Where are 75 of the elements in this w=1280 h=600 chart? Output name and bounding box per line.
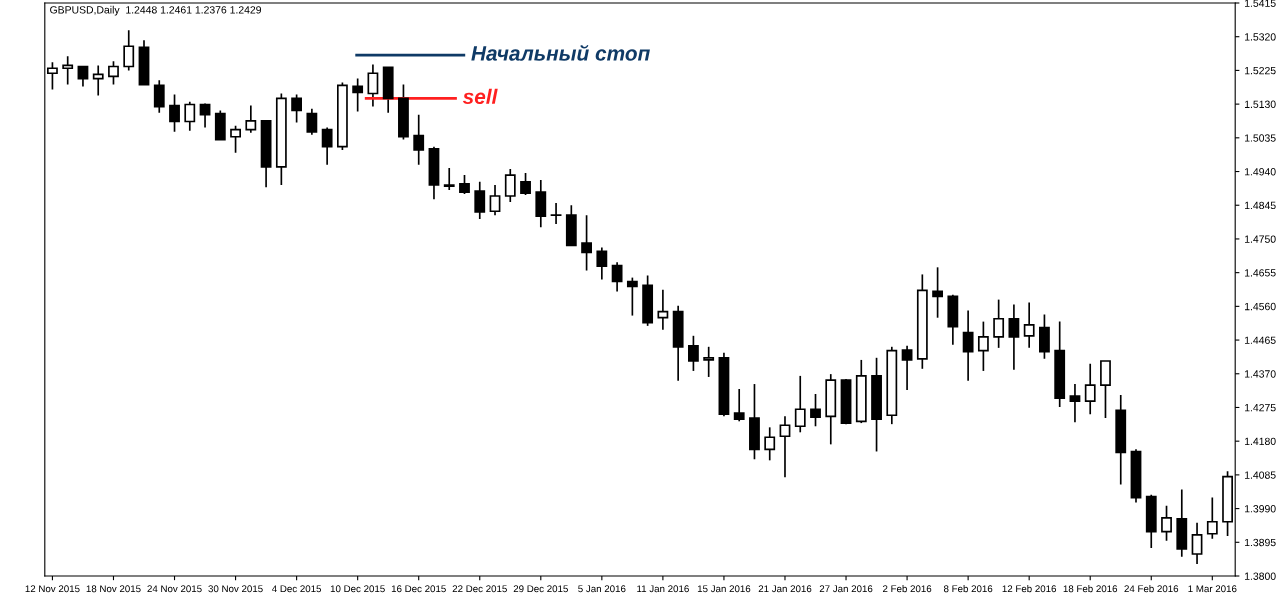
candlestick (550, 202, 562, 225)
candlestick (504, 168, 516, 203)
x-tick-label: 29 Dec 2015 (513, 585, 568, 593)
candlestick (1176, 488, 1188, 558)
x-tick-label: 18 Nov 2015 (86, 585, 141, 593)
x-tick-label: 30 Nov 2015 (208, 585, 263, 593)
candlestick (1130, 448, 1142, 504)
x-tick-label: 15 Jan 2016 (697, 585, 751, 593)
x-tick-label: 4 Dec 2015 (271, 585, 322, 593)
candlestick (779, 415, 791, 479)
y-tick-label: 1.5320 (1245, 33, 1276, 41)
candlestick (1069, 383, 1081, 424)
ref-line-label: Начальный стоп (471, 44, 650, 61)
candlestick (581, 214, 592, 272)
candlestick (1054, 320, 1066, 408)
y-tick-label: 1.4940 (1245, 168, 1276, 176)
x-tick-label: 12 Feb 2016 (1002, 585, 1057, 593)
ref-line-label: sell (462, 88, 498, 105)
candlestick (611, 261, 623, 293)
candlestick (871, 356, 882, 453)
x-tick-label: 22 Dec 2015 (452, 585, 507, 593)
candlestick (672, 304, 684, 382)
candlestick (245, 104, 257, 134)
candlestick (657, 288, 669, 331)
candlestick (794, 375, 806, 434)
y-tick-label: 1.4085 (1245, 471, 1276, 479)
candlestick (1191, 521, 1203, 565)
x-tick-label: 16 Dec 2015 (391, 585, 446, 593)
y-tick-label: 1.3990 (1245, 505, 1276, 513)
x-tick-label: 8 Feb 2016 (943, 585, 993, 593)
y-tick-label: 1.4180 (1245, 437, 1276, 446)
candlestick (199, 103, 211, 129)
y-tick-label: 1.4275 (1245, 403, 1276, 412)
candlestick (92, 64, 104, 97)
candlestick (413, 113, 425, 166)
candlestick (1023, 301, 1035, 349)
x-tick-label: 18 Feb 2016 (1063, 585, 1118, 593)
y-tick-label: 1.4845 (1245, 201, 1276, 210)
y-tick-label: 1.3800 (1245, 572, 1276, 580)
y-tick-label: 1.4465 (1245, 336, 1276, 344)
x-tick-label: 10 Dec 2015 (330, 585, 385, 593)
candlestick (764, 426, 776, 462)
candlestick (1115, 394, 1127, 486)
candlestick (535, 179, 547, 229)
x-tick-label: 27 Jan 2016 (819, 585, 873, 593)
y-tick-label: 1.3895 (1245, 538, 1276, 547)
candlestick (367, 63, 379, 108)
candlestick (474, 180, 486, 220)
candlestick (962, 309, 974, 382)
x-tick-label: 24 Nov 2015 (147, 585, 202, 593)
candlestick (1206, 496, 1218, 540)
x-tick-label: 12 Nov 2015 (25, 585, 80, 593)
x-tick-label: 21 Jan 2016 (758, 585, 812, 593)
y-tick-label: 1.5130 (1245, 100, 1276, 108)
candlestick (1084, 362, 1096, 416)
candlestick (596, 246, 608, 281)
x-tick-label: 5 Jan 2016 (578, 585, 626, 593)
y-tick-label: 1.4750 (1245, 235, 1276, 243)
candlestick (62, 55, 74, 86)
x-tick-label: 1 Mar 2016 (1188, 585, 1237, 593)
candlestick (1008, 303, 1020, 371)
annotation: GBPUSD,Daily 1.2448 1.2461 1.2376 1.2429 (50, 5, 262, 16)
x-tick-label: 2 Feb 2016 (882, 585, 932, 593)
candlestick (703, 345, 715, 378)
y-tick-label: 1.4370 (1245, 370, 1276, 378)
candlestick (153, 79, 165, 114)
y-tick-label: 1.5225 (1245, 66, 1276, 75)
y-tick-label: 1.5035 (1245, 134, 1276, 142)
candlestick (825, 373, 837, 446)
y-tick-label: 1.4560 (1245, 302, 1276, 311)
x-tick-label: 24 Feb 2016 (1124, 585, 1179, 593)
y-tick-label: 1.5415 (1245, 0, 1276, 7)
x-tick-label: 11 Jan 2016 (637, 585, 689, 593)
y-tick-label: 1.4655 (1245, 269, 1276, 277)
candlestick (932, 266, 944, 319)
